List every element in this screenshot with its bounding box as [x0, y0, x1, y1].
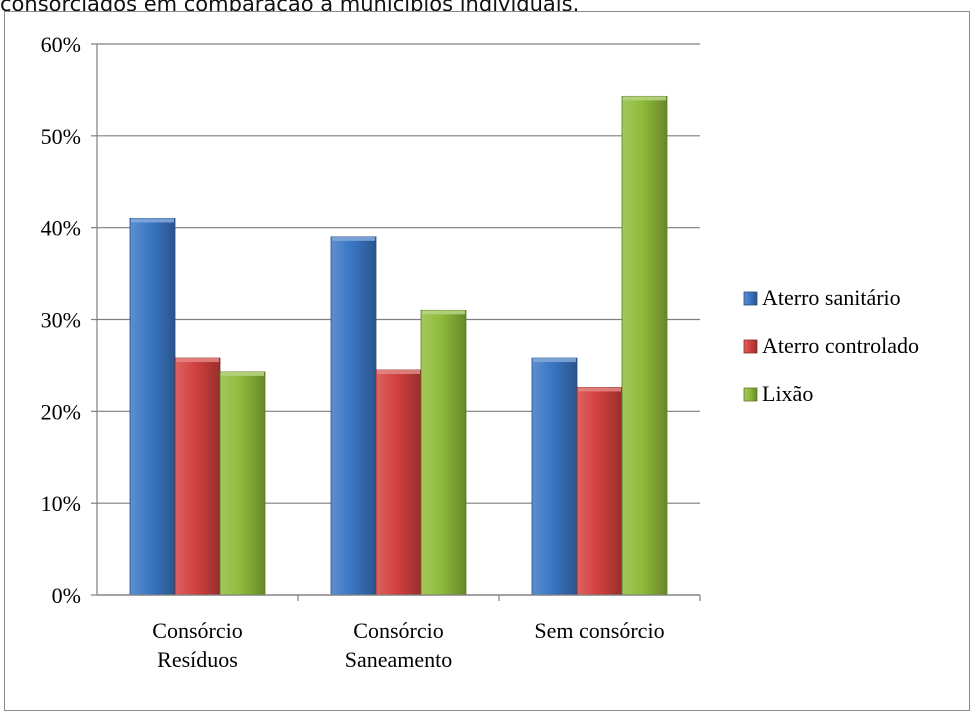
bar-top-highlight	[131, 218, 174, 223]
y-tick-label: 60%	[41, 32, 81, 57]
bar	[330, 236, 377, 596]
x-category-label: Consórcio	[353, 618, 443, 643]
bar	[420, 309, 467, 596]
legend-swatch	[743, 387, 758, 402]
bar	[219, 371, 266, 596]
bar	[621, 95, 668, 596]
bar-top-highlight	[422, 310, 465, 315]
legend-label: Aterro sanitário	[762, 285, 901, 310]
y-tick-label: 30%	[41, 308, 81, 333]
legend-swatch	[743, 291, 758, 306]
bar	[576, 387, 623, 596]
bar	[375, 369, 422, 596]
bar-top-highlight	[578, 387, 621, 392]
legend-swatch	[743, 339, 758, 354]
y-tick-label: 10%	[41, 491, 81, 516]
x-category-label: Resíduos	[157, 647, 238, 672]
bar-chart: 0% 10% 20% 30% 40% 50% 60% Consórcio Resíduos Con…	[41, 32, 919, 672]
bar	[174, 357, 221, 596]
y-tick-label: 20%	[41, 399, 81, 424]
bar-top-highlight	[176, 358, 219, 363]
bar-top-highlight	[533, 358, 576, 363]
y-tick-label: 40%	[41, 216, 81, 241]
legend-label: Lixão	[762, 381, 813, 406]
y-tick-label: 50%	[41, 124, 81, 149]
bar-top-highlight	[623, 96, 666, 101]
x-category-label: Consórcio	[152, 618, 242, 643]
bar-top-highlight	[377, 370, 420, 375]
x-category-label: Sem consórcio	[534, 618, 664, 643]
bar-top-highlight	[332, 236, 375, 241]
legend-label: Aterro controlado	[762, 333, 919, 358]
bar	[129, 218, 176, 596]
bar	[531, 357, 578, 596]
bar-top-highlight	[221, 371, 264, 376]
y-tick-label: 0%	[52, 583, 81, 608]
x-category-label: Saneamento	[345, 647, 453, 672]
